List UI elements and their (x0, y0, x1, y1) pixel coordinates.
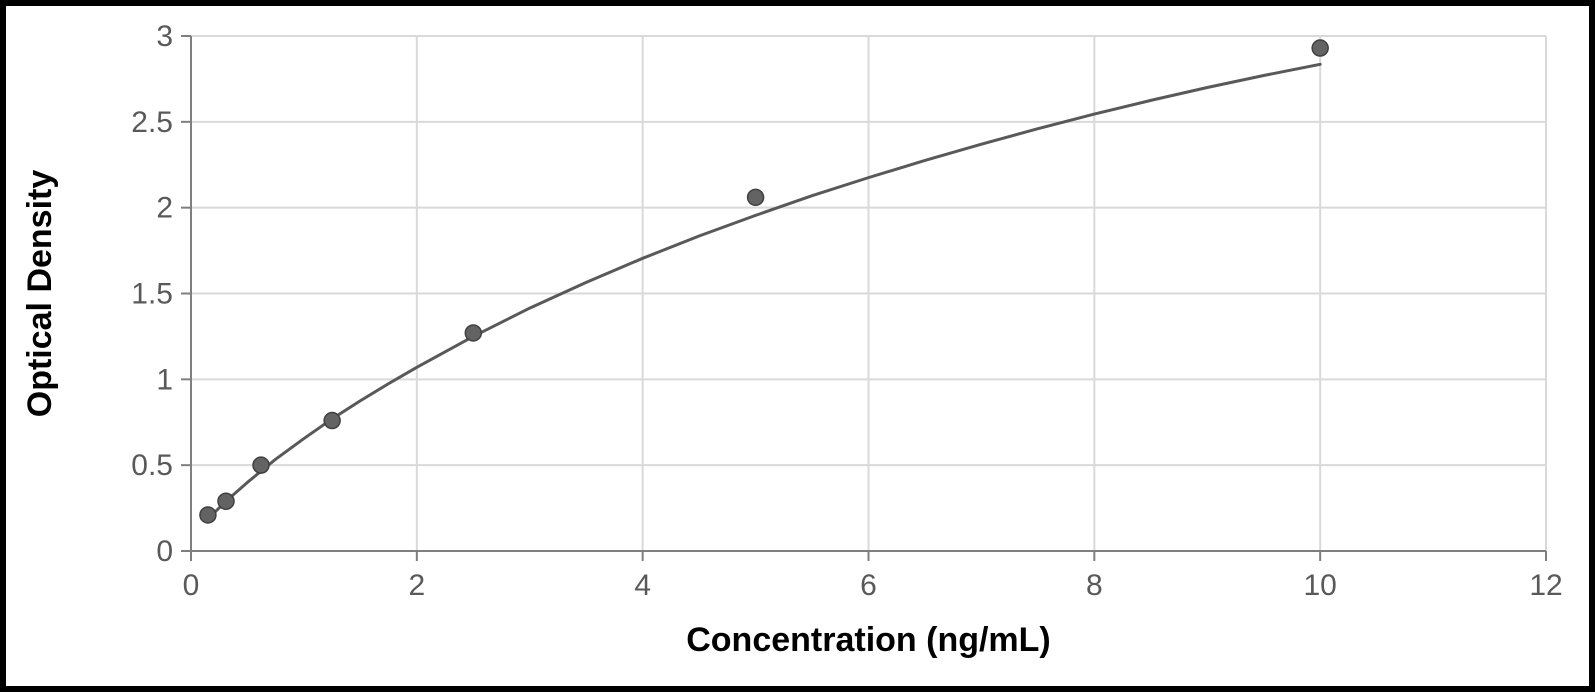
data-point-marker (748, 189, 764, 205)
chart-frame: 0 2 4 6 8 10 12 0 0.5 1 1.5 2 2.5 3 Concentration (ng/… (0, 0, 1595, 692)
x-tick-label: 12 (1529, 569, 1562, 602)
y-tick-label: 1.5 (131, 278, 173, 311)
x-tick-label: 2 (408, 569, 425, 602)
y-tick-label: 3 (156, 20, 173, 53)
x-tick-label: 10 (1303, 569, 1336, 602)
y-axis-title: Optical Density (21, 170, 59, 418)
x-axis-title: Concentration (ng/mL) (686, 621, 1051, 659)
data-point-marker (200, 507, 216, 523)
data-point-marker (1312, 40, 1328, 56)
y-tick-label: 2.5 (131, 106, 173, 139)
y-tick-label: 0.5 (131, 449, 173, 482)
data-point-marker (218, 493, 234, 509)
y-tick-label: 2 (156, 192, 173, 225)
chart-svg: 0 2 4 6 8 10 12 0 0.5 1 1.5 2 2.5 3 Concentration (ng/… (6, 6, 1589, 686)
data-point-marker (465, 325, 481, 341)
x-tick-label: 4 (634, 569, 651, 602)
data-point-marker (253, 457, 269, 473)
y-tick-label: 0 (156, 535, 173, 568)
x-tick-label: 6 (860, 569, 877, 602)
data-point-marker (324, 413, 340, 429)
y-tick-label: 1 (156, 363, 173, 396)
x-tick-label: 8 (1086, 569, 1103, 602)
x-tick-label: 0 (183, 569, 200, 602)
